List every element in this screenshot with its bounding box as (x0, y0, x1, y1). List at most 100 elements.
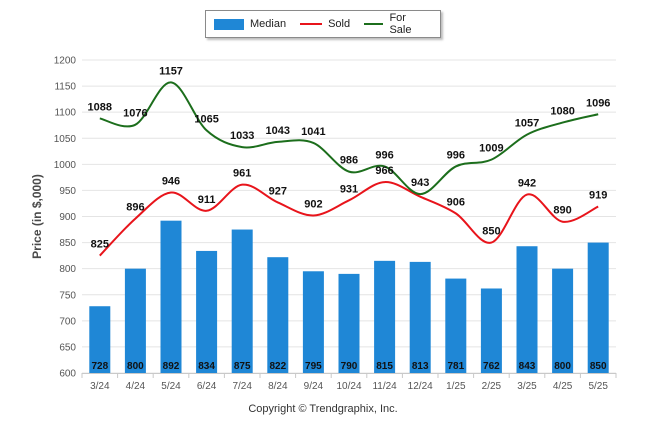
x-tick-label: 3/24 (90, 381, 110, 392)
bar-value-label: 790 (341, 361, 358, 372)
sold-value-label: 927 (269, 185, 287, 197)
median-bars (89, 220, 609, 373)
x-tick-label: 9/24 (304, 381, 324, 392)
bar-median (124, 268, 146, 373)
x-tick-label: 11/24 (372, 381, 397, 392)
bar-value-label: 781 (447, 361, 464, 372)
legend-label-median: Median (250, 18, 287, 30)
for-sale-value-label: 1033 (230, 130, 254, 142)
bar-median (374, 260, 396, 373)
bar-median (160, 220, 182, 373)
legend-swatch-median (214, 18, 244, 30)
bar-value-label: 815 (376, 361, 393, 372)
x-tick-label: 3/25 (517, 381, 537, 392)
sold-value-label: 902 (304, 198, 322, 210)
y-tick-label: 1150 (54, 82, 76, 93)
y-tick-label: 1050 (54, 134, 77, 145)
y-tick-label: 700 (59, 316, 76, 327)
bar-value-label: 875 (234, 361, 251, 372)
x-tick-label: 8/24 (268, 381, 288, 392)
bar-median (89, 306, 111, 373)
for-sale-value-label: 986 (340, 155, 358, 167)
x-tick-label: 4/25 (553, 381, 573, 392)
bar-value-label: 728 (91, 361, 108, 372)
x-tick-label: 4/24 (126, 381, 146, 392)
bar-median (196, 250, 218, 373)
sold-value-label: 946 (162, 176, 180, 188)
sold-value-label: 919 (589, 190, 607, 202)
y-axis-title: Price (in $,000) (30, 174, 44, 259)
legend-item-sold: Sold (300, 18, 350, 30)
for-sale-value-label: 1057 (515, 118, 539, 130)
for-sale-value-label: 1080 (550, 106, 574, 118)
bar-median (338, 273, 360, 373)
sold-value-label: 896 (126, 202, 144, 214)
y-tick-label: 850 (59, 238, 76, 249)
bar-value-label: 800 (127, 361, 144, 372)
copyright-credit: Copyright © Trendgraphix, Inc. (248, 403, 398, 415)
bar-value-label: 892 (163, 361, 180, 372)
series-lines (99, 81, 599, 257)
sold-value-label: 825 (91, 239, 109, 251)
sold-value-label: 890 (553, 205, 571, 217)
bar-median (302, 271, 324, 373)
y-tick-label: 800 (59, 264, 76, 275)
x-tick-label: 12/24 (408, 381, 433, 392)
sold-value-label: 850 (482, 226, 500, 238)
for-sale-value-label: 1096 (586, 97, 610, 109)
for-sale-value-label: 1065 (194, 113, 218, 125)
bar-value-label: 843 (519, 361, 536, 372)
legend-item-median: Median (214, 18, 286, 30)
y-tick-label: 950 (59, 186, 76, 197)
bar-value-label: 762 (483, 361, 500, 372)
sold-value-label: 942 (518, 178, 536, 190)
legend-swatch-for-sale (364, 23, 384, 25)
for-sale-value-label: 1041 (301, 126, 325, 138)
y-tick-label: 900 (59, 212, 76, 223)
bar-value-label: 800 (554, 361, 571, 372)
axes: 600 650 700 750 800 850 900 950 1000 1050 1100 1150… (30, 56, 617, 392)
y-tick-label: 650 (59, 342, 76, 353)
y-tick-label: 750 (59, 290, 76, 301)
bar-value-label: 795 (305, 361, 322, 372)
sold-value-label: 966 (375, 165, 393, 177)
bar-median (409, 261, 431, 373)
legend-label-for-sale: For Sale (389, 12, 412, 36)
x-tick-label: 5/25 (588, 381, 608, 392)
bar-value-label: 850 (590, 361, 607, 372)
for-sale-value-label: 1076 (123, 108, 147, 120)
legend-item-for-sale: For Sale (364, 12, 426, 36)
x-tick-label: 6/24 (197, 381, 217, 392)
data-labels: 728 800 892 834 875 822 795 790 815 813 781 762 843 8… (88, 65, 611, 372)
for-sale-value-label: 996 (447, 149, 465, 161)
for-sale-value-label: 1088 (88, 101, 112, 113)
sold-value-label: 911 (198, 194, 216, 206)
for-sale-value-label: 943 (411, 177, 429, 189)
for-sale-value-label: 1043 (266, 125, 290, 137)
sold-value-label: 906 (447, 196, 465, 208)
bar-median (587, 242, 609, 373)
bar-median (231, 229, 253, 373)
y-tick-label: 1200 (54, 56, 77, 67)
line-for-sale (99, 81, 599, 196)
x-tick-label: 5/24 (161, 381, 181, 392)
bar-median (267, 257, 289, 373)
bar-median (552, 268, 574, 373)
bar-median (516, 246, 538, 373)
x-tick-label: 7/24 (232, 381, 252, 392)
legend: Median Sold For Sale (205, 10, 441, 38)
bar-median (445, 278, 467, 373)
x-tick-label: 10/24 (336, 381, 361, 392)
x-tick-label: 1/25 (446, 381, 466, 392)
legend-swatch-sold (300, 23, 323, 25)
bar-value-label: 834 (198, 361, 215, 372)
sold-value-label: 931 (340, 183, 358, 195)
for-sale-value-label: 1009 (479, 143, 503, 155)
line-sold (99, 181, 599, 257)
for-sale-value-label: 1157 (159, 65, 183, 77)
for-sale-value-label: 996 (375, 149, 393, 161)
bar-median (480, 288, 502, 373)
y-tick-label: 1100 (54, 108, 76, 119)
bar-value-label: 822 (269, 361, 286, 372)
